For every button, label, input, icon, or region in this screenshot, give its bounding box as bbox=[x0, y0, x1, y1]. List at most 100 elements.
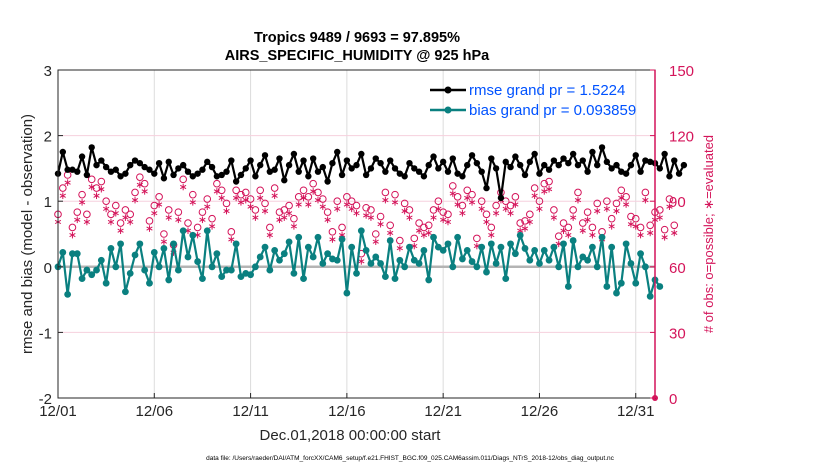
rmse-point bbox=[122, 170, 129, 177]
bias-point bbox=[531, 247, 539, 254]
rmse-point bbox=[204, 158, 211, 166]
obs-possible-marker bbox=[155, 193, 163, 201]
bias-point bbox=[59, 248, 67, 256]
obs-evaluated-marker bbox=[584, 216, 591, 224]
bias-point bbox=[468, 258, 476, 265]
rmse-point bbox=[656, 165, 664, 172]
rmse-point bbox=[646, 158, 654, 166]
obs-evaluated-marker bbox=[281, 214, 288, 221]
rmse-point bbox=[632, 152, 639, 159]
rmse-point bbox=[362, 171, 370, 179]
rmse-point bbox=[478, 168, 485, 175]
bias-point bbox=[487, 240, 495, 248]
rmse-point bbox=[319, 163, 326, 171]
bias-point bbox=[545, 256, 553, 264]
rmse-point bbox=[430, 153, 437, 160]
obs-possible-marker bbox=[376, 212, 385, 221]
obs-possible-marker bbox=[323, 208, 332, 216]
obs-evaluated-marker bbox=[507, 209, 514, 217]
bias-point bbox=[617, 279, 625, 287]
bias-point bbox=[251, 263, 259, 271]
rmse-point bbox=[252, 173, 259, 180]
bias-point bbox=[555, 263, 563, 271]
obs-possible-marker bbox=[636, 223, 645, 232]
y-tick-label: 2 bbox=[44, 129, 52, 146]
bias-point bbox=[483, 268, 490, 276]
y-tick-label: -2 bbox=[39, 391, 52, 408]
obs-possible-marker bbox=[213, 179, 221, 188]
rmse-point bbox=[584, 168, 591, 175]
rmse-point bbox=[112, 166, 119, 173]
obs-evaluated-marker bbox=[59, 192, 66, 200]
obs-possible-marker bbox=[131, 188, 139, 197]
rmse-point bbox=[574, 161, 582, 169]
rmse-point bbox=[637, 168, 644, 175]
rmse-point bbox=[516, 161, 524, 169]
bias-point bbox=[550, 243, 558, 251]
x-tick-label: 12/01 bbox=[39, 403, 77, 420]
obs-evaluated-marker bbox=[295, 201, 302, 208]
rmse-point bbox=[488, 155, 495, 162]
y-axis-label: rmse and bias (model - observation) bbox=[19, 114, 36, 354]
obs-possible-marker bbox=[116, 219, 125, 227]
rmse-point bbox=[401, 173, 408, 180]
rmse-point bbox=[671, 157, 678, 164]
rmse-point bbox=[295, 168, 302, 175]
rmse-point bbox=[512, 153, 519, 160]
bias-point bbox=[367, 260, 375, 267]
obs-evaluated-marker bbox=[334, 205, 341, 213]
bias-point bbox=[213, 250, 221, 258]
obs-evaluated-marker bbox=[353, 209, 360, 217]
obs-evaluated-marker bbox=[199, 216, 206, 224]
rmse-point bbox=[141, 163, 148, 171]
obs-possible-marker bbox=[232, 186, 240, 195]
bias-point bbox=[189, 231, 197, 239]
obs-possible-marker bbox=[140, 179, 149, 188]
rmse-point bbox=[387, 157, 394, 164]
bias-point bbox=[97, 256, 105, 264]
obs-possible-marker bbox=[516, 219, 524, 227]
rmse-point bbox=[223, 168, 230, 175]
obs-evaluated-marker bbox=[391, 198, 399, 206]
rmse-point bbox=[98, 157, 105, 164]
obs-possible-marker bbox=[439, 208, 447, 216]
rmse-point bbox=[213, 173, 221, 180]
obs-possible-marker bbox=[487, 223, 496, 232]
bias-point bbox=[285, 238, 293, 246]
obs-evaluated-marker bbox=[223, 207, 230, 215]
obs-possible-marker bbox=[569, 206, 577, 214]
rmse-point bbox=[358, 150, 365, 158]
bias-point bbox=[507, 240, 514, 248]
bias-point bbox=[516, 231, 524, 239]
obs-evaluated-marker bbox=[204, 203, 211, 210]
rmse-point bbox=[608, 165, 615, 172]
obs-possible-marker bbox=[121, 206, 130, 214]
obs-evaluated-marker bbox=[271, 192, 278, 200]
x-tick-label: 12/26 bbox=[521, 403, 559, 420]
x-axis-label: Dec.01,2018 00:00:00 start bbox=[260, 427, 442, 444]
obs-possible-marker bbox=[458, 201, 467, 210]
obs-evaluated-marker bbox=[180, 183, 187, 191]
bias-point bbox=[309, 253, 317, 261]
obs-possible-marker bbox=[270, 184, 279, 192]
bias-point bbox=[646, 292, 654, 300]
rmse-point bbox=[377, 159, 384, 167]
obs-evaluated-marker bbox=[536, 205, 543, 213]
obs-possible-marker bbox=[352, 201, 361, 210]
obs-evaluated-marker bbox=[444, 218, 452, 226]
obs-possible-marker bbox=[208, 214, 216, 223]
obs-possible-marker bbox=[641, 188, 650, 197]
bias-point bbox=[627, 260, 635, 267]
rmse-point bbox=[290, 150, 298, 158]
bias-point bbox=[415, 260, 423, 267]
bias-point bbox=[362, 247, 370, 254]
obs-evaluated-marker bbox=[107, 218, 115, 226]
chart-title-line2: AIRS_SPECIFIC_HUMIDITY @ 925 hPa bbox=[225, 48, 490, 64]
bias-point bbox=[102, 279, 110, 287]
bias-point bbox=[434, 243, 442, 251]
chart-title-line1: Tropics 9489 / 9693 = 97.895% bbox=[254, 30, 460, 46]
obs-evaluated-marker bbox=[440, 216, 447, 224]
obs-possible-marker bbox=[136, 173, 144, 181]
rmse-point bbox=[276, 155, 283, 162]
obs-evaluated-marker bbox=[324, 216, 331, 224]
